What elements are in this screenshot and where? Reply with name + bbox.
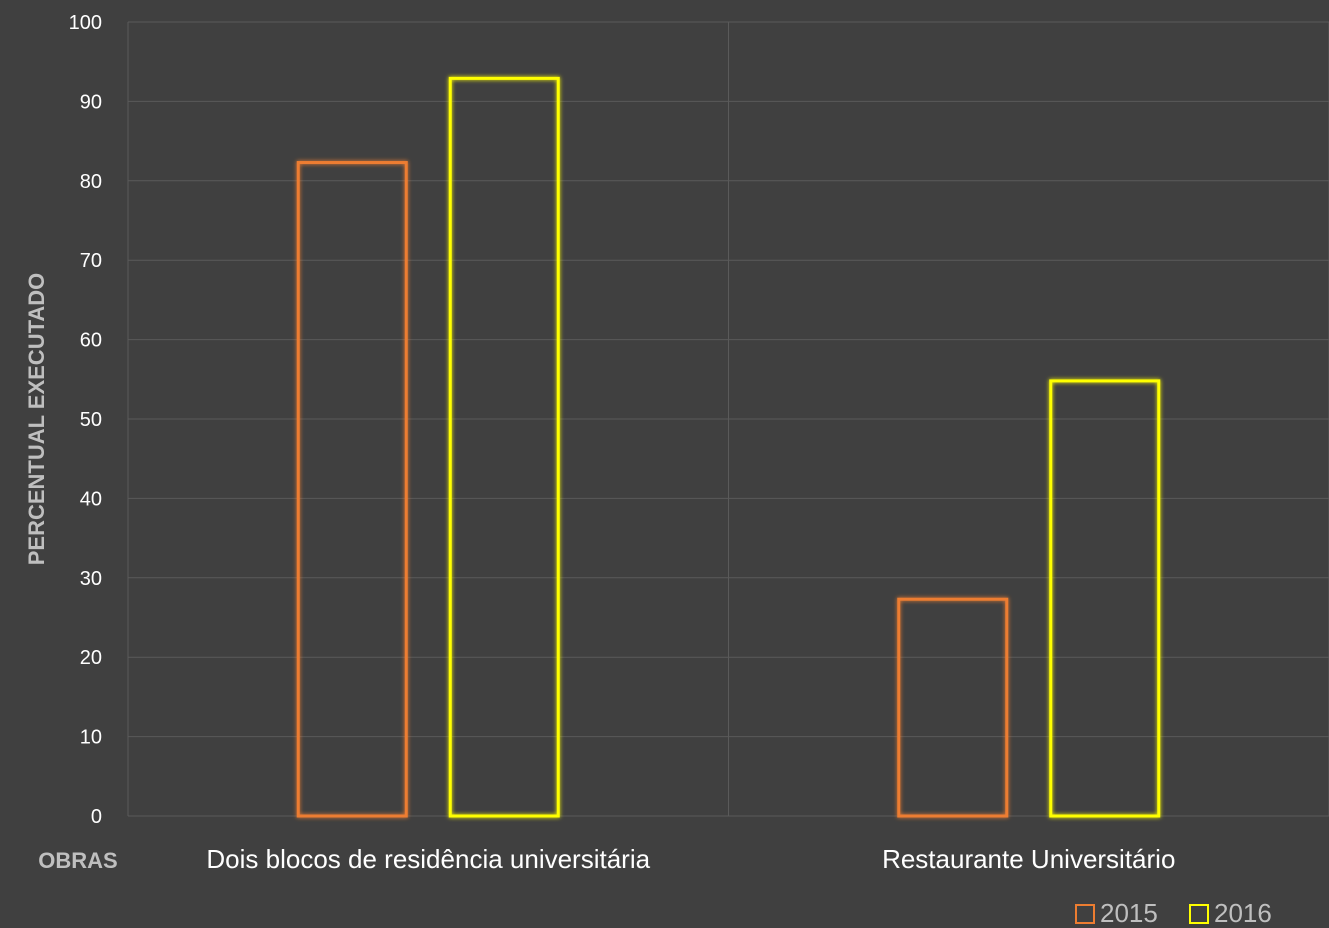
y-tick-label: 20 <box>80 647 102 669</box>
y-tick-label: 90 <box>80 91 102 113</box>
y-tick-label: 0 <box>91 806 102 828</box>
y-tick-label: 70 <box>80 250 102 272</box>
y-tick-label: 40 <box>80 488 102 510</box>
y-axis-title: PERCENTUAL EXECUTADO <box>24 273 49 566</box>
legend-swatch-2016 <box>1189 904 1209 924</box>
x-category-label: Restaurante Universitário <box>882 844 1175 874</box>
x-category-label: Dois blocos de residência universitária <box>206 844 650 874</box>
y-tick-label: 10 <box>80 727 102 749</box>
x-axis-title: OBRAS <box>38 848 117 873</box>
legend-label: 2016 <box>1214 898 1272 928</box>
y-tick-label: 100 <box>69 12 102 34</box>
legend-label: 2015 <box>1100 898 1158 928</box>
legend-swatch-2015 <box>1075 904 1095 924</box>
x-axis-categories: Dois blocos de residência universitária R… <box>206 844 1175 874</box>
legend: 2015 2016 <box>1075 898 1272 928</box>
y-tick-label: 50 <box>80 409 102 431</box>
y-tick-label: 60 <box>80 330 102 352</box>
bar-2016-1 <box>1049 379 1161 818</box>
y-axis-ticks: 0 10 20 30 40 50 60 70 80 90 100 <box>69 12 102 828</box>
gridlines <box>127 21 1329 817</box>
bar-2016-0 <box>448 76 560 818</box>
y-tick-label: 80 <box>80 171 102 193</box>
bars <box>296 76 1161 818</box>
bar-2015-1 <box>897 597 1009 818</box>
y-tick-label: 30 <box>80 568 102 590</box>
bar-2015-0 <box>296 161 408 818</box>
